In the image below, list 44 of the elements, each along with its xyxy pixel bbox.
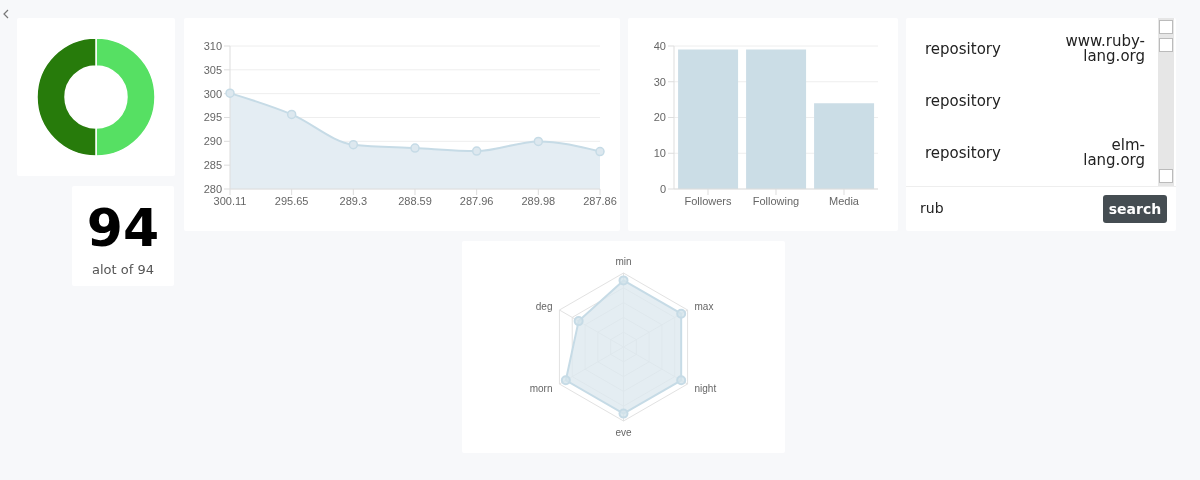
- category-label: repository: [925, 144, 1001, 162]
- spoke-label: eve: [615, 427, 632, 439]
- point: [410, 143, 420, 153]
- y-tick-label: 280: [203, 182, 222, 195]
- search-button: search: [1103, 195, 1167, 223]
- spoke-label: max: [694, 300, 714, 312]
- category-label: elm-lang.org: [1083, 136, 1145, 169]
- y-tick-label: 40: [653, 39, 666, 52]
- point: [595, 146, 605, 157]
- x-tick-label: 288.59: [398, 194, 432, 207]
- x-tick-label: Following: [752, 194, 800, 207]
- y-tick-label: 0: [659, 182, 666, 195]
- point: [471, 146, 482, 156]
- y-tick-label: 300: [203, 87, 222, 100]
- category-label: repository: [925, 92, 1001, 110]
- x-tick-label: Media: [829, 194, 860, 207]
- search-field: rub: [920, 200, 944, 216]
- spoke-label: deg: [535, 300, 553, 312]
- spoke-label: night: [694, 382, 717, 394]
- category-label: repository: [925, 40, 1001, 58]
- point: [225, 88, 235, 98]
- y-tick-label: 30: [653, 75, 666, 88]
- y-tick-label: 305: [203, 63, 222, 76]
- y-tick-label: 10: [653, 147, 666, 160]
- point: [533, 136, 544, 147]
- category-label: www.ruby-lang.org: [1065, 32, 1145, 65]
- x-tick-label: 287.86: [583, 194, 617, 207]
- x-tick-label: 289.98: [521, 194, 556, 207]
- point: [348, 139, 359, 150]
- y-tick-label: 20: [653, 111, 666, 124]
- text: alot of 94: [91, 262, 155, 277]
- y-tick-label: 295: [203, 111, 222, 124]
- x-tick-label: 289.3: [339, 194, 368, 207]
- x-tick-label: 300.11: [213, 194, 247, 207]
- x-tick-label: Followers: [684, 194, 733, 207]
- x-tick-label: 287.96: [459, 194, 494, 207]
- point: [286, 109, 297, 120]
- y-tick-label: 310: [203, 39, 222, 52]
- y-tick-label: 290: [203, 135, 222, 148]
- spoke-label: min: [615, 256, 632, 267]
- text: 94: [85, 197, 161, 258]
- y-tick-label: 285: [203, 159, 222, 172]
- x-tick-label: 295.65: [274, 194, 309, 207]
- spoke-label: morn: [529, 382, 553, 394]
